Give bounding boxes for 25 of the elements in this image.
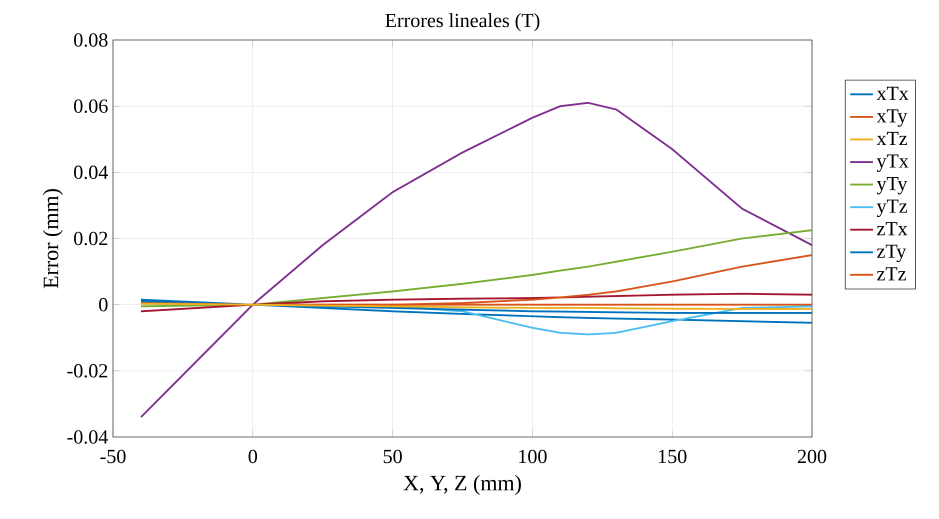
legend-label: xTz <box>876 132 908 145</box>
legend-label: zTx <box>877 222 908 236</box>
y-tick-label: -0.04 <box>67 430 108 444</box>
legend-label: xTy <box>876 109 908 127</box>
x-tick-label: 200 <box>798 450 826 464</box>
x-tick-label: 150 <box>658 450 686 464</box>
x-axis-title: X, Y, Z (mm) <box>404 475 521 495</box>
legend-label: yTy <box>876 177 908 194</box>
legend-label: zTy <box>877 244 906 262</box>
x-tick-label: 50 <box>384 450 402 464</box>
y-tick-label: -0.02 <box>67 364 108 378</box>
y-tick-label: 0.02 <box>74 232 108 246</box>
y-tick-label: 0.04 <box>74 166 108 180</box>
x-tick-label: 100 <box>519 450 547 464</box>
x-tick-label: 0 <box>248 450 258 464</box>
y-tick-label: 0.08 <box>74 33 108 47</box>
chart-title: Errores lineales (T) <box>385 13 540 32</box>
x-tick-label: -50 <box>100 450 126 464</box>
legend-label: xTx <box>876 86 909 100</box>
legend-label: yTx <box>876 154 909 172</box>
y-axis-title: Error (mm) <box>42 189 63 288</box>
legend-label: zTz <box>877 267 906 280</box>
y-tick-label: 0 <box>99 298 108 312</box>
legend-label: yTz <box>876 200 908 217</box>
y-tick-label: 0.06 <box>74 99 108 113</box>
